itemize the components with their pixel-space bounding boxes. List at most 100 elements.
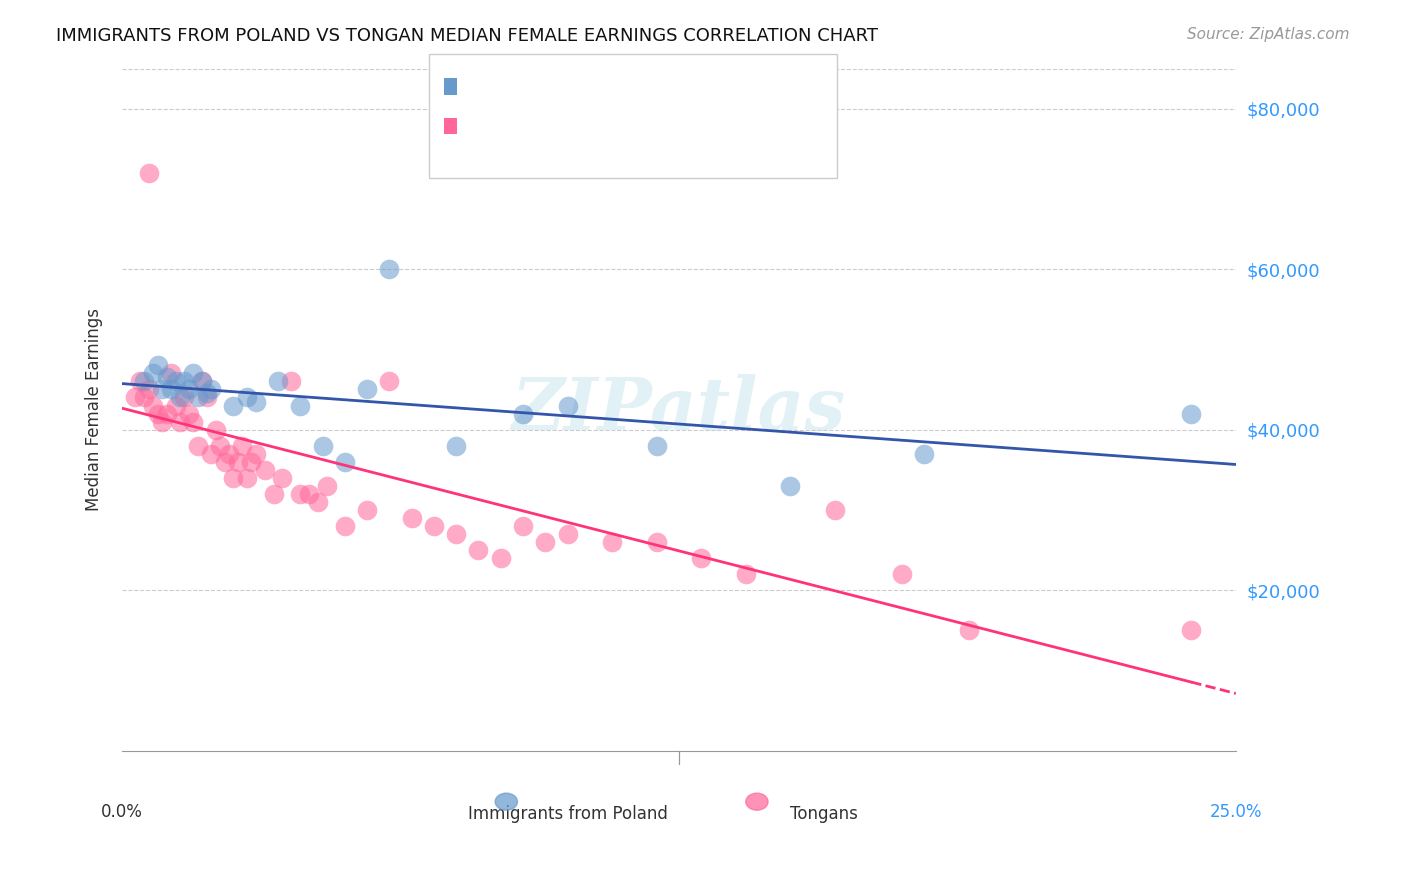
Point: [467, 543, 489, 558]
Point: [183, 415, 205, 429]
Point: [195, 386, 218, 401]
Point: [187, 391, 209, 405]
Point: [138, 383, 160, 397]
Text: Tongans: Tongans: [790, 805, 858, 823]
Point: [690, 551, 713, 566]
Point: [557, 527, 579, 541]
Point: [423, 519, 446, 533]
Point: [236, 471, 259, 485]
Point: [534, 535, 557, 549]
Point: [146, 359, 169, 373]
Point: [824, 503, 846, 517]
Point: [222, 399, 245, 413]
Point: [316, 479, 339, 493]
Point: [1180, 407, 1202, 421]
Point: [231, 439, 253, 453]
Text: N =: N =: [583, 76, 623, 94]
Point: [512, 407, 534, 421]
Text: Immigrants from Poland: Immigrants from Poland: [468, 805, 668, 823]
Point: [378, 262, 401, 277]
Text: R =: R =: [460, 114, 499, 132]
Point: [298, 487, 321, 501]
Point: [240, 455, 263, 469]
Point: [489, 551, 512, 566]
Point: [209, 439, 232, 453]
Point: [222, 471, 245, 485]
Point: [356, 383, 378, 397]
Point: [236, 391, 259, 405]
Point: [142, 367, 165, 381]
Point: [290, 487, 312, 501]
Point: [401, 511, 423, 525]
Point: [142, 399, 165, 413]
Point: [645, 535, 668, 549]
Text: ZIPatlas: ZIPatlas: [512, 374, 846, 445]
Point: [155, 370, 177, 384]
Point: [200, 383, 222, 397]
Point: [263, 487, 285, 501]
Point: [177, 407, 200, 421]
Point: [124, 391, 146, 405]
Point: [183, 367, 205, 381]
Point: [200, 447, 222, 461]
Point: [160, 367, 183, 381]
Point: [444, 439, 467, 453]
Point: [165, 375, 187, 389]
Point: [191, 375, 214, 389]
Point: [160, 383, 183, 397]
Point: [204, 423, 226, 437]
Text: 55: 55: [630, 114, 655, 132]
Point: [173, 375, 195, 389]
Point: [134, 391, 156, 405]
Point: [218, 447, 240, 461]
Point: [187, 439, 209, 453]
Point: [195, 391, 218, 405]
Point: [169, 415, 191, 429]
Point: [165, 399, 187, 413]
Y-axis label: Median Female Earnings: Median Female Earnings: [86, 308, 103, 511]
Point: [557, 399, 579, 413]
Point: [1180, 623, 1202, 637]
Point: [173, 391, 195, 405]
Point: [177, 383, 200, 397]
Point: [512, 519, 534, 533]
Point: [280, 375, 302, 389]
Point: [779, 479, 801, 493]
Point: [226, 455, 249, 469]
Point: [271, 471, 294, 485]
Point: [311, 439, 333, 453]
Point: [333, 519, 356, 533]
Text: R =: R =: [460, 76, 499, 94]
Point: [150, 415, 173, 429]
Point: [253, 463, 276, 477]
Text: N =: N =: [583, 114, 623, 132]
Point: [267, 375, 290, 389]
Text: Source: ZipAtlas.com: Source: ZipAtlas.com: [1187, 27, 1350, 42]
Text: 0.0%: 0.0%: [101, 803, 143, 821]
Point: [912, 447, 935, 461]
Ellipse shape: [745, 793, 768, 810]
Point: [150, 383, 173, 397]
Text: 25.0%: 25.0%: [1209, 803, 1263, 821]
Point: [333, 455, 356, 469]
Text: IMMIGRANTS FROM POLAND VS TONGAN MEDIAN FEMALE EARNINGS CORRELATION CHART: IMMIGRANTS FROM POLAND VS TONGAN MEDIAN …: [56, 27, 879, 45]
Point: [290, 399, 312, 413]
Text: -0.350: -0.350: [506, 76, 571, 94]
Point: [356, 503, 378, 517]
Point: [146, 407, 169, 421]
Text: 31: 31: [630, 76, 655, 94]
Point: [600, 535, 623, 549]
Point: [957, 623, 980, 637]
Point: [734, 567, 756, 582]
Point: [444, 527, 467, 541]
Point: [645, 439, 668, 453]
Point: [245, 447, 267, 461]
Point: [245, 394, 267, 409]
Point: [191, 375, 214, 389]
Point: [890, 567, 912, 582]
Point: [307, 495, 329, 509]
Point: [134, 375, 156, 389]
Point: [214, 455, 236, 469]
Point: [169, 391, 191, 405]
Text: -0.502: -0.502: [506, 114, 571, 132]
